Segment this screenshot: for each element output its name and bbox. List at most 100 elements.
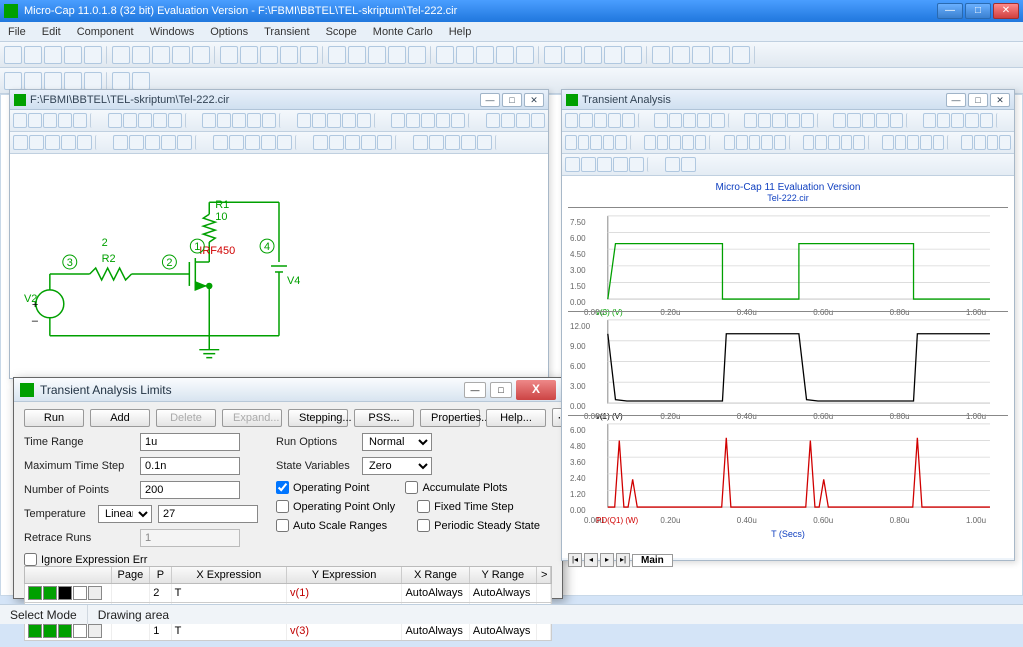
- toolbar-button[interactable]: [652, 46, 670, 64]
- toolbar-button[interactable]: [697, 113, 710, 128]
- menu-windows[interactable]: Windows: [142, 26, 203, 38]
- toolbar-button[interactable]: [613, 157, 628, 172]
- toolbar-button[interactable]: [882, 135, 894, 150]
- plot-0[interactable]: 0.001.503.004.506.007.500.00u0.20u0.40u0…: [568, 207, 1008, 307]
- select-run-options[interactable]: Normal: [362, 433, 432, 451]
- menu-help[interactable]: Help: [441, 26, 480, 38]
- schematic-minimize[interactable]: —: [480, 93, 500, 107]
- button-stepping[interactable]: Stepping...: [288, 409, 348, 427]
- toolbar-button[interactable]: [476, 46, 494, 64]
- menu-file[interactable]: File: [0, 26, 34, 38]
- analysis-titlebar[interactable]: Transient Analysis — □ ✕: [562, 90, 1014, 110]
- grid-cell[interactable]: v(1): [287, 584, 402, 602]
- toolbar-button[interactable]: [801, 113, 814, 128]
- toolbar-button[interactable]: [584, 46, 602, 64]
- toolbar-button[interactable]: [168, 113, 182, 128]
- row-icon[interactable]: [73, 624, 87, 638]
- row-icon[interactable]: [58, 586, 72, 600]
- toolbar-button[interactable]: [895, 135, 907, 150]
- grid-cell[interactable]: 2: [150, 584, 171, 602]
- grid-header-cell[interactable]: X Expression: [172, 567, 287, 583]
- check-op-only[interactable]: Operating Point Only: [276, 500, 395, 513]
- toolbar-button[interactable]: [578, 135, 590, 150]
- toolbar-button[interactable]: [815, 135, 827, 150]
- grid-cell[interactable]: [537, 584, 551, 602]
- toolbar-button[interactable]: [44, 46, 62, 64]
- toolbar-button[interactable]: [654, 113, 667, 128]
- schematic-titlebar[interactable]: F:\FBMI\BBTEL\TEL-skriptum\Tel-222.cir —…: [10, 90, 548, 110]
- toolbar-button[interactable]: [565, 157, 580, 172]
- button-run[interactable]: Run: [24, 409, 84, 427]
- toolbar-button[interactable]: [112, 46, 130, 64]
- row-icon[interactable]: [88, 624, 102, 638]
- toolbar-button[interactable]: [907, 135, 919, 150]
- toolbar-button[interactable]: [937, 113, 950, 128]
- toolbar-button[interactable]: [461, 135, 476, 150]
- close-button[interactable]: ✕: [993, 3, 1019, 19]
- toolbar-button[interactable]: [73, 113, 87, 128]
- toolbar-button[interactable]: [138, 113, 152, 128]
- plot-1[interactable]: 0.003.006.009.0012.000.00u0.20u0.40u0.60…: [568, 311, 1008, 411]
- toolbar-button[interactable]: [683, 113, 696, 128]
- toolbar-button[interactable]: [951, 113, 964, 128]
- check-auto-scale[interactable]: Auto Scale Ranges: [276, 519, 387, 532]
- toolbar-button[interactable]: [608, 113, 621, 128]
- toolbar-button[interactable]: [590, 135, 602, 150]
- analysis-canvas[interactable]: Micro-Cap 11 Evaluation Version Tel-222.…: [562, 176, 1014, 558]
- menu-scope[interactable]: Scope: [318, 26, 365, 38]
- toolbar-button[interactable]: [564, 46, 582, 64]
- toolbar-button[interactable]: [477, 135, 492, 150]
- toolbar-button[interactable]: [761, 135, 773, 150]
- toolbar-button[interactable]: [232, 113, 246, 128]
- toolbar-button[interactable]: [24, 46, 42, 64]
- check-ignore-expr[interactable]: Ignore Expression Err: [24, 553, 147, 566]
- toolbar-button[interactable]: [581, 157, 596, 172]
- toolbar-button[interactable]: [112, 72, 130, 90]
- toolbar-button[interactable]: [669, 135, 681, 150]
- toolbar-button[interactable]: [923, 113, 936, 128]
- toolbar-button[interactable]: [262, 113, 276, 128]
- toolbar-button[interactable]: [413, 135, 428, 150]
- toolbar-button[interactable]: [45, 135, 60, 150]
- toolbar-button[interactable]: [192, 46, 210, 64]
- toolbar-button[interactable]: [388, 46, 406, 64]
- toolbar-button[interactable]: [177, 135, 192, 150]
- toolbar-button[interactable]: [13, 135, 28, 150]
- grid-header-cell[interactable]: Y Range: [470, 567, 537, 583]
- analysis-close[interactable]: ✕: [990, 93, 1010, 107]
- toolbar-button[interactable]: [890, 113, 903, 128]
- grid-cell[interactable]: AutoAlways: [402, 622, 469, 640]
- toolbar-button[interactable]: [987, 135, 999, 150]
- toolbar-button[interactable]: [496, 46, 514, 64]
- toolbar-button[interactable]: [61, 135, 76, 150]
- toolbar-button[interactable]: [980, 113, 993, 128]
- toolbar-button[interactable]: [665, 157, 680, 172]
- analysis-maximize[interactable]: □: [968, 93, 988, 107]
- grid-cell[interactable]: AutoAlways: [470, 584, 537, 602]
- toolbar-button[interactable]: [669, 113, 682, 128]
- nav-prev[interactable]: ◂: [584, 553, 598, 567]
- toolbar-button[interactable]: [974, 135, 986, 150]
- toolbar-button[interactable]: [28, 113, 42, 128]
- tab-main[interactable]: Main: [632, 554, 673, 567]
- toolbar-button[interactable]: [744, 113, 757, 128]
- check-accumulate[interactable]: Accumulate Plots: [405, 481, 507, 494]
- toolbar-button[interactable]: [486, 113, 500, 128]
- toolbar-button[interactable]: [312, 113, 326, 128]
- toolbar-button[interactable]: [565, 135, 577, 150]
- toolbar-button[interactable]: [213, 135, 228, 150]
- analysis-minimize[interactable]: —: [946, 93, 966, 107]
- input-time-range[interactable]: [140, 433, 240, 451]
- toolbar-button[interactable]: [615, 135, 627, 150]
- button-help[interactable]: Help...: [486, 409, 546, 427]
- toolbar-button[interactable]: [724, 135, 736, 150]
- input-max-step[interactable]: [140, 457, 240, 475]
- toolbar-button[interactable]: [108, 113, 122, 128]
- grid-row[interactable]: 2Tv(1)AutoAlwaysAutoAlways: [24, 584, 552, 603]
- toolbar-button[interactable]: [329, 135, 344, 150]
- toolbar-button[interactable]: [774, 135, 786, 150]
- toolbar-button[interactable]: [245, 135, 260, 150]
- toolbar-button[interactable]: [565, 113, 578, 128]
- toolbar-button[interactable]: [436, 46, 454, 64]
- toolbar-button[interactable]: [712, 46, 730, 64]
